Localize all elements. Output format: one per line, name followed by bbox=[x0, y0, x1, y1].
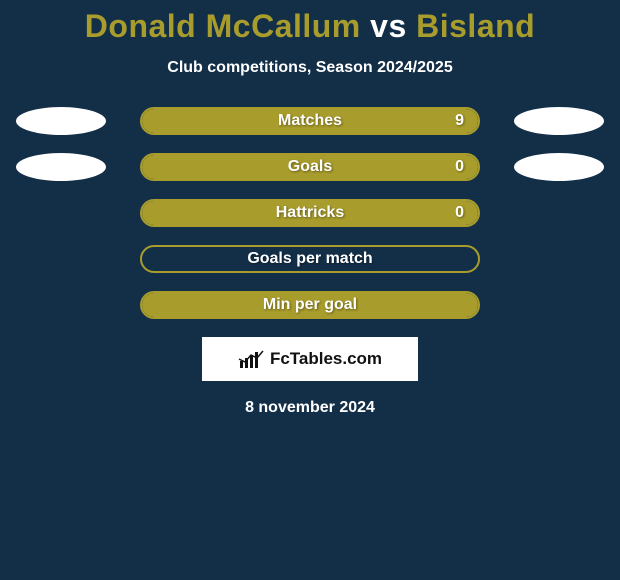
left-marker-ellipse bbox=[16, 153, 106, 181]
left-marker-ellipse bbox=[16, 107, 106, 135]
stat-rows: Matches 9 Goals 0 Hattricks 0 Goals per match M… bbox=[0, 107, 620, 319]
stat-value: 9 bbox=[455, 112, 464, 130]
date-text: 8 november 2024 bbox=[245, 399, 375, 417]
stat-bar: Goals 0 bbox=[140, 153, 480, 181]
infographic-container: Donald McCallum vs Bisland Club competit… bbox=[0, 0, 620, 580]
stat-row: Goals per match bbox=[0, 245, 620, 273]
stat-label: Hattricks bbox=[276, 204, 344, 222]
stat-label: Min per goal bbox=[263, 296, 357, 314]
stat-label: Matches bbox=[278, 112, 342, 130]
player2-name: Bisland bbox=[416, 8, 535, 44]
bar-chart-icon bbox=[238, 349, 264, 369]
stat-label: Goals per match bbox=[247, 250, 372, 268]
page-title: Donald McCallum vs Bisland bbox=[85, 8, 535, 45]
right-marker-ellipse bbox=[514, 107, 604, 135]
subtitle: Club competitions, Season 2024/2025 bbox=[167, 59, 452, 77]
stat-value: 0 bbox=[455, 158, 464, 176]
stat-bar: Hattricks 0 bbox=[140, 199, 480, 227]
stat-bar: Goals per match bbox=[140, 245, 480, 273]
stat-row: Goals 0 bbox=[0, 153, 620, 181]
player1-name: Donald McCallum bbox=[85, 8, 361, 44]
stat-row: Matches 9 bbox=[0, 107, 620, 135]
stat-row: Min per goal bbox=[0, 291, 620, 319]
stat-row: Hattricks 0 bbox=[0, 199, 620, 227]
vs-separator: vs bbox=[370, 8, 407, 44]
stat-label: Goals bbox=[288, 158, 332, 176]
stat-bar: Min per goal bbox=[140, 291, 480, 319]
logo-box: FcTables.com bbox=[202, 337, 418, 381]
stat-bar: Matches 9 bbox=[140, 107, 480, 135]
logo-text: FcTables.com bbox=[270, 349, 382, 369]
right-marker-ellipse bbox=[514, 153, 604, 181]
stat-value: 0 bbox=[455, 204, 464, 222]
